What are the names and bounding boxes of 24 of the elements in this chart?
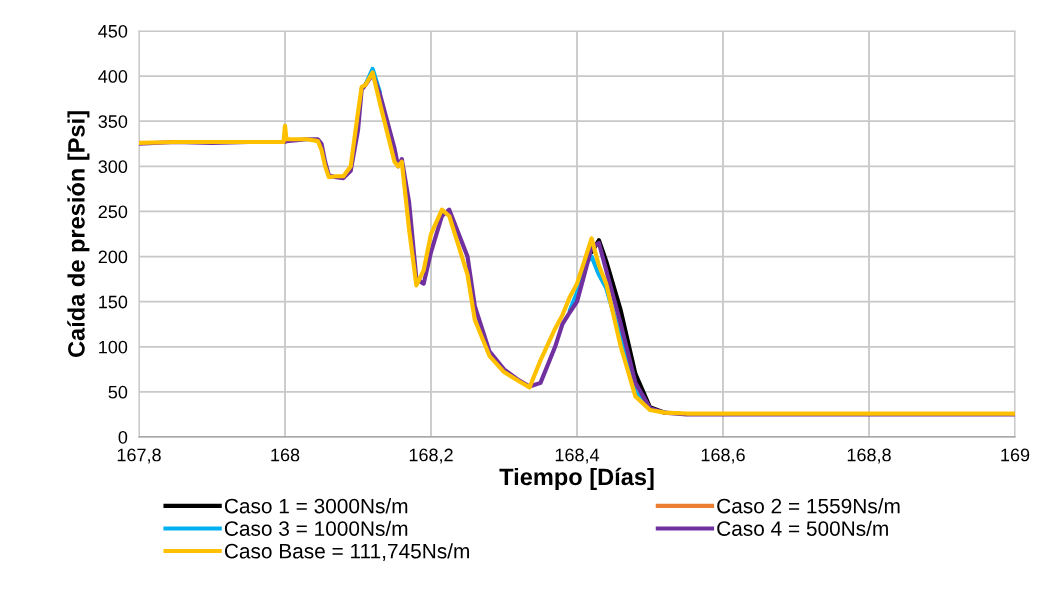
x-tick-label: 168,2 [409,448,453,464]
legend-label: Caso 4 = 500Ns/m [717,520,888,536]
y-tick-label: 0 [118,430,128,444]
x-axis-title: Tiempo [Días] [499,467,654,490]
x-tick-label: 168 [271,448,300,462]
y-axis-title: Caída de presión [Psi] [67,111,90,358]
y-tick-label: 200 [98,250,128,264]
x-tick-label: 169 [1001,448,1030,462]
y-tick-label: 250 [98,205,128,219]
x-tick-label: 167,8 [117,448,161,464]
y-tick-label: 350 [98,115,128,128]
y-tick-label: 400 [98,70,128,83]
x-tick-label: 168,6 [701,448,745,464]
legend-label: Caso 3 = 1000Ns/m [224,520,408,536]
x-tick-label: 168,4 [555,448,600,464]
y-tick-label: 300 [98,160,128,174]
legend-label: Caso 2 = 1559Ns/m [717,498,900,514]
x-tick-label: 168,8 [847,448,891,464]
y-tick-label: 150 [99,295,128,309]
y-tick-label: 450 [98,24,128,38]
legend-label: Caso 1 = 3000Ns/m [224,498,408,514]
y-tick-label: 50 [108,385,128,399]
y-tick-label: 100 [99,340,128,354]
legend-label: Caso Base = 111,745Ns/m [224,543,469,561]
